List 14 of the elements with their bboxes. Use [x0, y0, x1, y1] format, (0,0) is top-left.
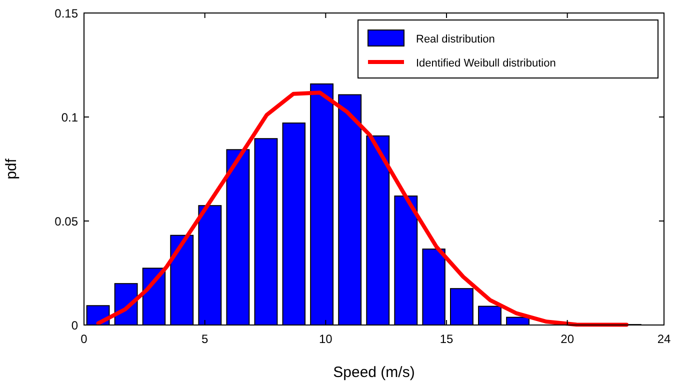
- x-tick-label: 5: [201, 332, 208, 346]
- y-axis-title: pdf: [3, 158, 20, 180]
- y-tick-label: 0.05: [54, 214, 78, 228]
- x-tick-label: 0: [80, 332, 88, 346]
- y-tick-label: 0.1: [61, 110, 78, 124]
- x-axis-title: Speed (m/s): [333, 364, 415, 381]
- y-tick-label: 0: [71, 318, 78, 332]
- x-tick-label: 24: [657, 332, 671, 346]
- x-tick-label: 15: [440, 332, 454, 346]
- y-tick-label: 0.15: [54, 6, 78, 20]
- x-tick-label: 10: [318, 332, 333, 346]
- x-tick-label: 20: [560, 332, 574, 346]
- legend-label: Identified Weibull distribution: [416, 58, 556, 70]
- legend-label: Real distribution: [416, 34, 495, 46]
